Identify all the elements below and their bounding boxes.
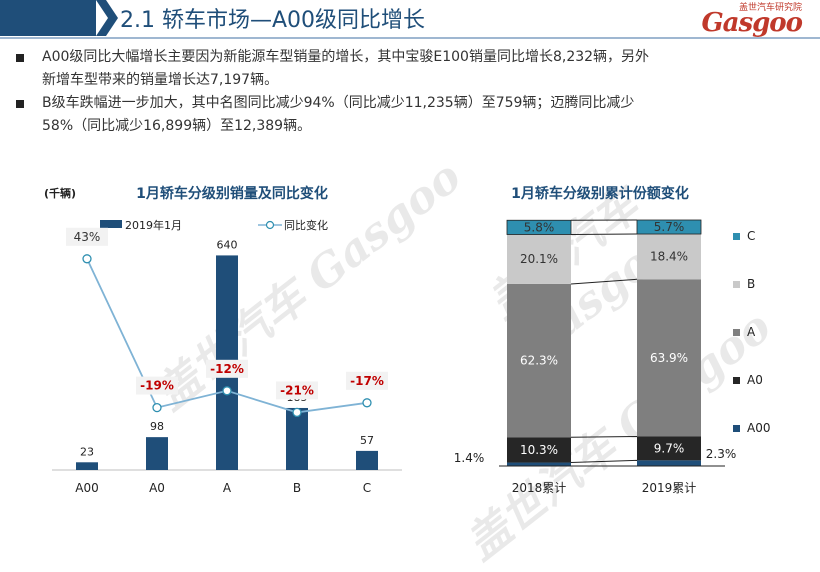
connector-line (571, 436, 637, 437)
segment-label: 5.8% (524, 220, 555, 234)
bullet-line: 58%（同比减少16,899辆）至12,389辆。 (42, 115, 809, 138)
legend-swatch (733, 425, 740, 432)
legend-label: A (747, 325, 756, 339)
bar (146, 437, 168, 470)
bullet-list: A00级同比大幅增长主要因为新能源车型销量的增长，其中宝骏E100销量同比增长8… (14, 46, 809, 138)
legend-swatch (733, 281, 740, 288)
bullet-line: 新增车型带来的销量增长达7,197辆。 (42, 69, 809, 92)
bar-value-label: 57 (360, 434, 374, 447)
bar-value-label: 98 (150, 420, 164, 433)
x-tick-label: 2019累计 (642, 481, 697, 495)
stacked-segment (507, 463, 571, 466)
segment-label: 2.3% (706, 447, 737, 461)
bar (76, 462, 98, 470)
yoy-point (83, 255, 91, 263)
x-tick-label: A00 (75, 481, 98, 495)
slide-header: 2.1 轿车市场—A00级同比增长 盖世汽车研究院 Gasgoo (0, 0, 820, 36)
legend-marker (267, 222, 274, 229)
header-chevron (96, 0, 120, 36)
yoy-point (363, 399, 371, 407)
header-accent-bar (0, 0, 96, 36)
connector-line (571, 460, 637, 462)
segment-label: 18.4% (650, 250, 688, 264)
yoy-point (223, 387, 231, 395)
bar-value-label: 640 (217, 238, 238, 251)
x-tick-label: A (223, 481, 232, 495)
bullet-square-icon (16, 54, 24, 62)
legend-label: 同比变化 (284, 218, 328, 232)
segment-label: 9.7% (654, 441, 685, 455)
sales-bar-line-chart: (千辆) 1月轿车分级别销量及同比变化 2019年1月 同比变化 23 A00 98 A0 64… (0, 170, 410, 510)
bullet-item: B级车跌幅进一步加大，其中名图同比减少94%（同比减少11,235辆）至759辆… (14, 92, 809, 138)
bullet-square-icon (16, 100, 24, 108)
x-tick-label: C (363, 481, 371, 495)
segment-label: 10.3% (520, 443, 558, 457)
segment-label: 1.4% (454, 451, 485, 465)
legend-label: C (747, 229, 755, 243)
bullet-line: A00级同比大幅增长主要因为新能源车型销量的增长，其中宝骏E100销量同比增长8… (42, 46, 809, 69)
legend-swatch (733, 233, 740, 240)
yoy-point (153, 404, 161, 412)
yoy-point (293, 408, 301, 416)
logo-wordmark: Gasgoo (701, 8, 802, 38)
unit-label: (千辆) (44, 186, 76, 200)
bar (356, 451, 378, 470)
x-tick-label: A0 (149, 481, 165, 495)
x-tick-label: B (293, 481, 301, 495)
yoy-value-label: -17% (350, 374, 384, 388)
bullet-line: B级车跌幅进一步加大，其中名图同比减少94%（同比减少11,235辆）至759辆… (42, 92, 809, 115)
legend-swatch (733, 329, 740, 336)
bar-value-label: 23 (80, 445, 94, 458)
segment-label: 63.9% (650, 351, 688, 365)
segment-label: 5.7% (654, 220, 685, 234)
stacked-segment (637, 460, 701, 466)
bar (286, 408, 308, 470)
legend-swatch-bar (100, 220, 122, 228)
page-title: 2.1 轿车市场—A00级同比增长 (120, 2, 425, 34)
bullet-item: A00级同比大幅增长主要因为新能源车型销量的增长，其中宝骏E100销量同比增长8… (14, 46, 809, 92)
chart-title: 1月轿车分级别销量及同比变化 (136, 185, 328, 202)
share-stacked-chart: 1月轿车分级别累计份额变化 1.4% 10.3% 62.3% 20.1% 5.8% 2018… (415, 170, 820, 510)
gasgoo-logo: 盖世汽车研究院 Gasgoo (672, 0, 802, 38)
chart-title: 1月轿车分级别累计份额变化 (511, 185, 689, 202)
legend-label: A0 (747, 373, 763, 387)
segment-label: 62.3% (520, 354, 558, 368)
legend-label: B (747, 277, 755, 291)
legend-label: 2019年1月 (125, 218, 182, 232)
yoy-value-label: 43% (74, 230, 101, 244)
legend-label: A00 (747, 421, 770, 435)
legend-swatch (733, 377, 740, 384)
yoy-value-label: -19% (140, 379, 174, 393)
connector-line (571, 279, 637, 284)
x-tick-label: 2018累计 (512, 481, 567, 495)
yoy-value-label: -12% (210, 362, 244, 376)
yoy-value-label: -21% (280, 383, 314, 397)
segment-label: 20.1% (520, 252, 558, 266)
